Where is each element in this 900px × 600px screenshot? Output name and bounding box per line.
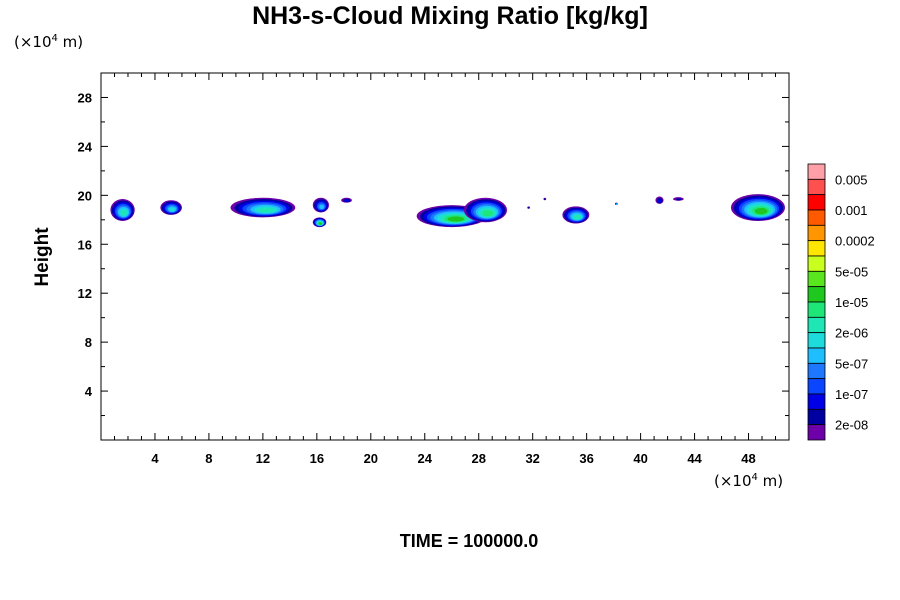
colorbar-label: 2e-06 xyxy=(835,326,868,341)
colorbar-swatch xyxy=(807,393,826,410)
colorbar-label: 5e-05 xyxy=(835,264,868,279)
colorbar-swatch xyxy=(807,163,826,180)
colorbar-swatch xyxy=(807,378,826,395)
x-tick-label: 32 xyxy=(525,451,539,466)
time-label: TIME = 100000.0 xyxy=(399,531,539,551)
cloud-contour xyxy=(675,198,682,201)
x-tick-label: 8 xyxy=(205,451,212,466)
colorbar-swatch xyxy=(807,240,826,257)
y-tick-label: 8 xyxy=(85,335,92,350)
colorbar-swatch xyxy=(807,347,826,364)
cloud-contour xyxy=(482,210,494,217)
colorbar-label: 1e-05 xyxy=(835,295,868,310)
cloud-contour xyxy=(169,207,176,212)
x-tick-label: 20 xyxy=(364,451,378,466)
x-tick-label: 4 xyxy=(151,451,159,466)
y-tick-label: 28 xyxy=(78,90,92,105)
colorbar-swatch xyxy=(807,362,826,380)
y-tick-label: 4 xyxy=(85,384,93,399)
colorbar-label: 0.005 xyxy=(835,172,868,187)
cloud-contour xyxy=(615,203,618,205)
cloud-contour xyxy=(344,199,350,202)
chart-title: NH3-s-Cloud Mixing Ratio [kg/kg] xyxy=(252,2,648,30)
x-tick-label: 36 xyxy=(579,451,593,466)
colorbar-label: 0.0002 xyxy=(835,234,875,249)
colorbar-label: 5e-07 xyxy=(835,356,868,371)
plot-frame xyxy=(100,72,790,441)
cloud-contour xyxy=(573,214,581,220)
colorbar-label: 0.001 xyxy=(835,203,868,218)
y-tick-label: 20 xyxy=(78,188,92,203)
colorbar-swatch xyxy=(807,270,826,288)
x-tick-label: 44 xyxy=(687,451,702,466)
cloud-contour xyxy=(658,199,662,203)
x-tick-label: 48 xyxy=(741,451,755,466)
x-tick-label: 16 xyxy=(310,451,324,466)
colorbar-swatch xyxy=(807,408,826,426)
cloud-contour xyxy=(120,210,128,216)
y-tick-label: 16 xyxy=(78,237,92,252)
colorbar-swatch xyxy=(807,255,826,272)
cloud-contour xyxy=(447,216,465,222)
cloud-contour xyxy=(318,222,322,225)
y-axis-unit: (×104 m) xyxy=(14,33,84,51)
colorbar-label: 2e-08 xyxy=(835,418,868,433)
x-axis-unit: (×104 m) xyxy=(714,472,784,490)
colorbar-swatch xyxy=(807,424,826,441)
cloud-contour xyxy=(754,208,768,215)
colorbar-swatch xyxy=(807,224,826,242)
colorbar-label: 1e-07 xyxy=(835,387,868,402)
x-tick-label: 40 xyxy=(633,451,647,466)
y-tick-label: 24 xyxy=(78,139,93,154)
colorbar-swatch xyxy=(807,178,826,196)
cloud-field xyxy=(110,194,785,228)
cloud-contour xyxy=(544,198,546,200)
colorbar-swatch xyxy=(807,209,826,226)
x-tick-label: 28 xyxy=(471,451,485,466)
cloud-contour xyxy=(527,206,530,209)
x-tick-label: 12 xyxy=(256,451,270,466)
colorbar-swatch xyxy=(807,286,826,303)
colorbar-swatch xyxy=(807,194,826,211)
cloud-contour xyxy=(319,204,325,210)
y-tick-label: 12 xyxy=(78,286,92,301)
x-tick-label: 24 xyxy=(418,451,433,466)
colorbar-swatch xyxy=(807,332,826,349)
colorbar-swatch xyxy=(807,316,826,334)
colorbar-swatch xyxy=(807,301,826,318)
cloud-contour xyxy=(258,207,275,213)
